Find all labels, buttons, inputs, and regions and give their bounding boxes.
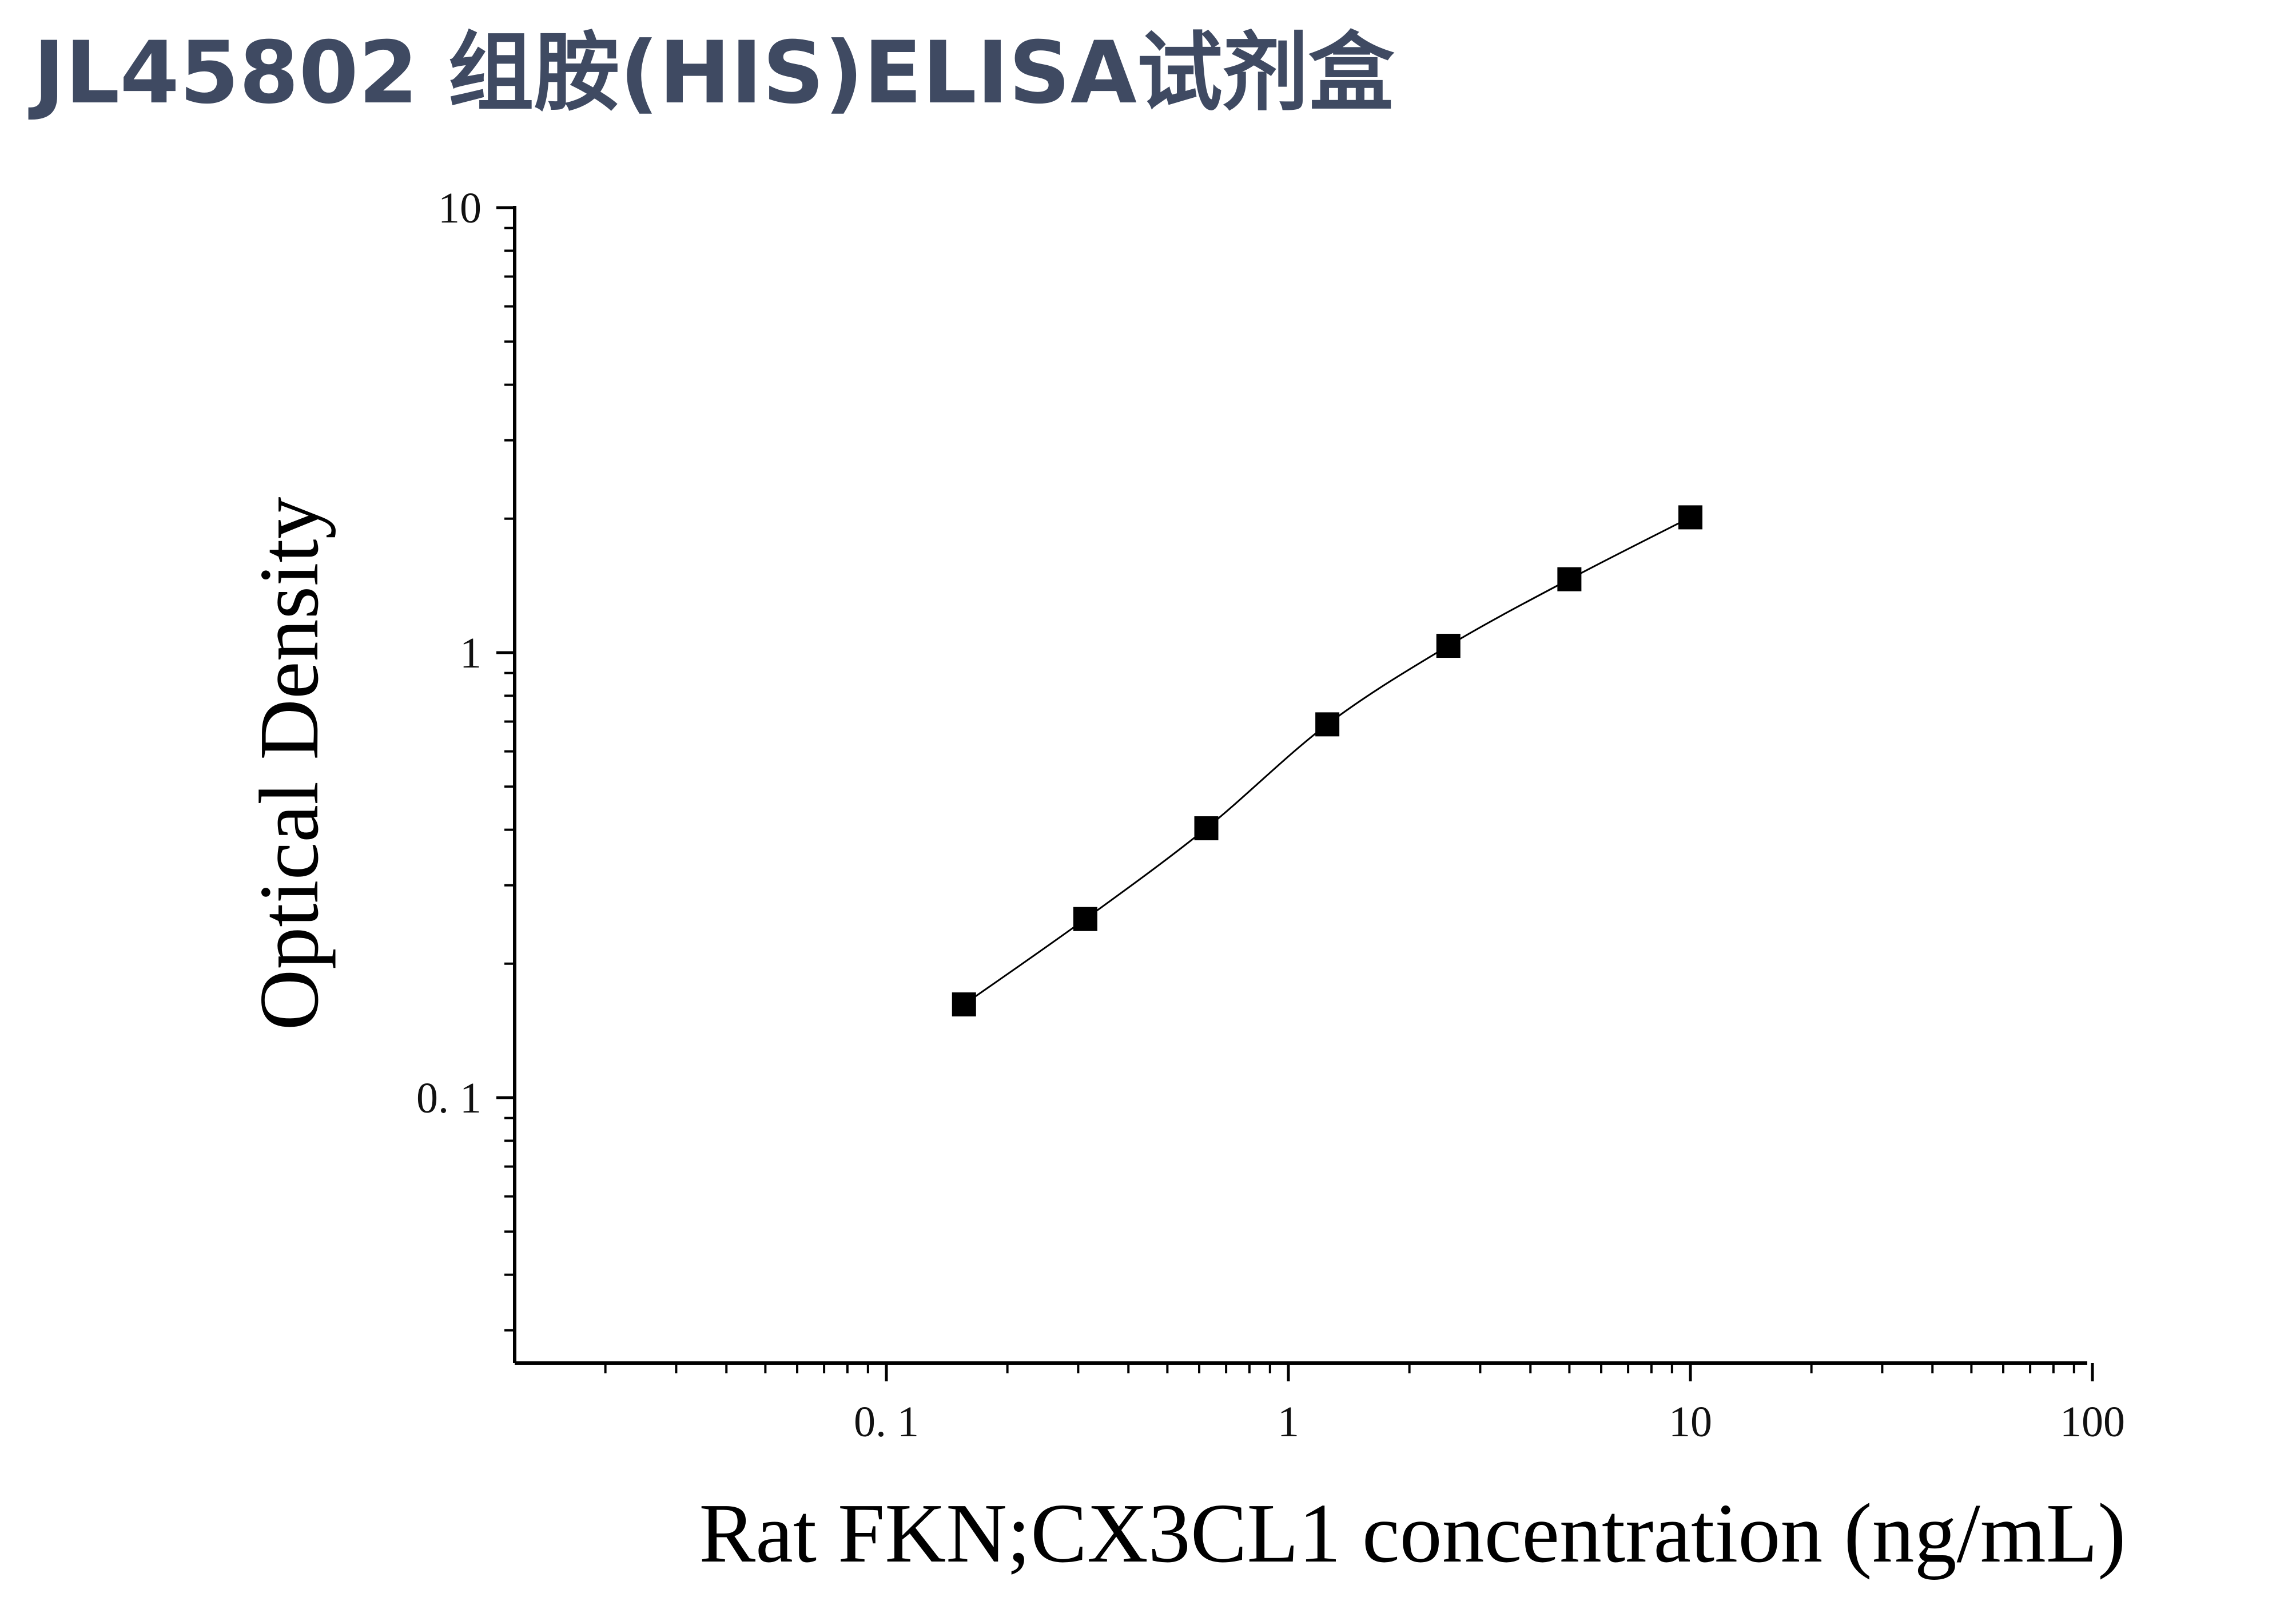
data-point	[1315, 712, 1340, 737]
x-tick-label: 0. 1	[854, 1398, 919, 1446]
fit-curve	[963, 517, 1691, 1006]
y-axis: 0. 1 1 10	[416, 184, 516, 1363]
x-tick-label: 100	[2060, 1398, 2125, 1446]
y-tick-label: 10	[438, 184, 482, 232]
x-tick-label: 1	[1278, 1398, 1299, 1446]
page-title: JL45802 组胺(HIS)ELISA试剂盒	[33, 23, 1394, 123]
data-point	[1194, 816, 1219, 841]
data-point	[1557, 567, 1582, 591]
x-axis: 0. 1 1 10 100	[515, 1361, 2125, 1446]
x-axis-label: Rat FKN;CX3CL1 concentration (ng/mL)	[699, 1487, 2126, 1580]
data-point	[1436, 634, 1461, 658]
data-point	[952, 992, 976, 1016]
y-tick-label: 1	[460, 629, 482, 677]
y-axis-label: Optical Density	[242, 496, 336, 1030]
y-tick-label: 0. 1	[416, 1074, 482, 1122]
data-point	[1073, 907, 1097, 931]
fit-curve-layer	[963, 517, 1691, 1006]
x-tick-label: 10	[1669, 1398, 1712, 1446]
data-points-layer	[952, 505, 1702, 1016]
data-point	[1678, 505, 1702, 530]
